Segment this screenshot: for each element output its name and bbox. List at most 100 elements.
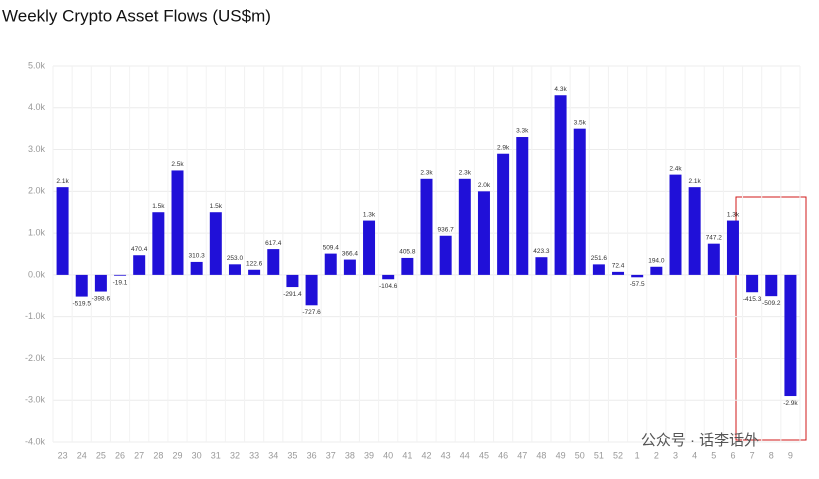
value-label: 936.7 <box>438 226 455 233</box>
value-label: 1.3k <box>363 211 376 218</box>
x-tick-label: 27 <box>134 450 144 460</box>
bar <box>477 191 490 275</box>
x-tick-label: 29 <box>172 450 182 460</box>
x-tick-label: 39 <box>364 450 374 460</box>
y-tick-label: 2.0k <box>28 186 46 196</box>
x-tick-label: 33 <box>249 450 259 460</box>
y-tick-label: 4.0k <box>28 102 46 112</box>
value-label: -19.1 <box>113 279 128 286</box>
x-tick-label: 52 <box>613 450 623 460</box>
x-tick-label: 31 <box>211 450 221 460</box>
bar <box>592 264 605 275</box>
watermark: 公众号 · 话李话外 <box>641 432 759 449</box>
x-tick-label: 28 <box>153 450 163 460</box>
value-label: 423.3 <box>533 248 550 255</box>
bar <box>650 266 663 275</box>
value-label: -57.5 <box>630 281 645 288</box>
value-label: 509.4 <box>323 244 340 251</box>
bar <box>363 220 376 275</box>
bar <box>458 178 471 275</box>
value-label: 122.6 <box>246 260 263 267</box>
value-label: 2.4k <box>669 165 682 172</box>
value-label: 366.4 <box>342 250 359 257</box>
x-tick-label: 6 <box>730 450 735 460</box>
value-label: -104.6 <box>379 283 398 290</box>
value-label: 2.0k <box>478 182 491 189</box>
x-tick-label: 26 <box>115 450 125 460</box>
bar <box>324 253 337 275</box>
bar <box>573 128 586 275</box>
bar <box>382 274 395 280</box>
x-tick-label: 41 <box>402 450 412 460</box>
bar <box>669 174 682 275</box>
value-label: 2.1k <box>689 178 702 185</box>
bar <box>133 255 146 275</box>
y-tick-label: -3.0k <box>25 395 46 405</box>
value-label: 3.3k <box>516 128 529 135</box>
value-label: 2.5k <box>171 161 184 168</box>
bar <box>152 212 165 275</box>
chart-title: Weekly Crypto Asset Flows (US$m) <box>2 6 271 25</box>
x-tick-label: 43 <box>441 450 451 460</box>
bar <box>190 261 203 275</box>
y-tick-label: 1.0k <box>28 227 46 237</box>
y-tick-label: 3.0k <box>28 144 46 154</box>
y-tick-label: -4.0k <box>25 436 46 446</box>
value-label: -519.5 <box>73 300 92 307</box>
y-tick-label: -2.0k <box>25 353 46 363</box>
x-tick-label: 38 <box>345 450 355 460</box>
x-tick-label: 2 <box>654 450 659 460</box>
value-label: 2.9k <box>497 144 510 151</box>
value-label: -2.9k <box>783 400 798 407</box>
value-label: 253.0 <box>227 255 244 262</box>
x-tick-label: 23 <box>58 450 68 460</box>
x-tick-label: 35 <box>287 450 297 460</box>
x-tick-label: 25 <box>96 450 106 460</box>
value-label: 3.5k <box>574 119 587 126</box>
value-label: -727.6 <box>302 309 321 316</box>
bar <box>305 274 318 306</box>
x-tick-label: 8 <box>769 450 774 460</box>
x-tick-label: 24 <box>77 450 87 460</box>
value-label: 4.3k <box>554 86 567 93</box>
bar <box>267 249 280 275</box>
x-tick-label: 4 <box>692 450 697 460</box>
bar <box>171 170 184 275</box>
value-label: 194.0 <box>648 258 665 265</box>
bar <box>516 137 529 275</box>
x-tick-label: 32 <box>230 450 240 460</box>
bar <box>286 274 299 288</box>
value-label: 1.3k <box>727 211 740 218</box>
y-tick-label: 0.0k <box>28 269 46 279</box>
bar <box>439 235 452 275</box>
bar <box>94 274 107 292</box>
y-tick-label: 5.0k <box>28 60 46 70</box>
bar <box>746 274 759 293</box>
value-label: 617.4 <box>265 240 282 247</box>
x-tick-label: 37 <box>326 450 336 460</box>
value-label: 470.4 <box>131 246 148 253</box>
bar <box>401 257 414 275</box>
bar <box>688 187 701 275</box>
value-label: 310.3 <box>189 253 206 260</box>
bar <box>631 274 644 278</box>
value-label: 1.5k <box>152 203 165 210</box>
value-label: 405.8 <box>399 249 416 256</box>
x-tick-label: 40 <box>383 450 393 460</box>
value-label: -415.3 <box>743 296 762 303</box>
x-tick-label: 3 <box>673 450 678 460</box>
bar <box>535 257 548 275</box>
x-tick-label: 5 <box>711 450 716 460</box>
bar <box>228 264 241 275</box>
x-tick-label: 47 <box>517 450 527 460</box>
value-label: 747.2 <box>706 234 723 241</box>
value-label: 1.5k <box>210 203 223 210</box>
bar <box>726 220 739 275</box>
bar <box>497 153 510 275</box>
bar <box>114 274 127 276</box>
value-label: 2.3k <box>459 170 472 177</box>
bar <box>612 271 625 275</box>
x-tick-label: 1 <box>635 450 640 460</box>
bar <box>209 212 222 275</box>
